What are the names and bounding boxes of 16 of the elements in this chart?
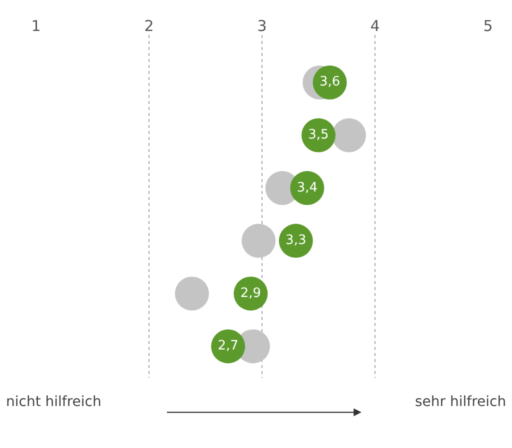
x-tick-label: 5 [483, 17, 493, 35]
text: nicht hilfreich [6, 394, 102, 410]
point [174, 276, 209, 311]
data-label: 3,3 [286, 233, 306, 248]
x-tick-label: 1 [31, 17, 41, 35]
data-label: 3,6 [319, 74, 340, 90]
data-label: 2,9 [240, 286, 262, 301]
x-tick-label: 4 [370, 17, 380, 35]
text: sehr hilfreich [415, 394, 506, 410]
point [332, 118, 366, 152]
data-label: 3,4 [296, 180, 318, 196]
x-tick-label: 3 [257, 17, 267, 35]
data-label: 2,7 [218, 338, 238, 354]
x-tick-label: 2 [144, 17, 154, 35]
point [242, 224, 276, 258]
data-label: 3,5 [308, 128, 329, 143]
